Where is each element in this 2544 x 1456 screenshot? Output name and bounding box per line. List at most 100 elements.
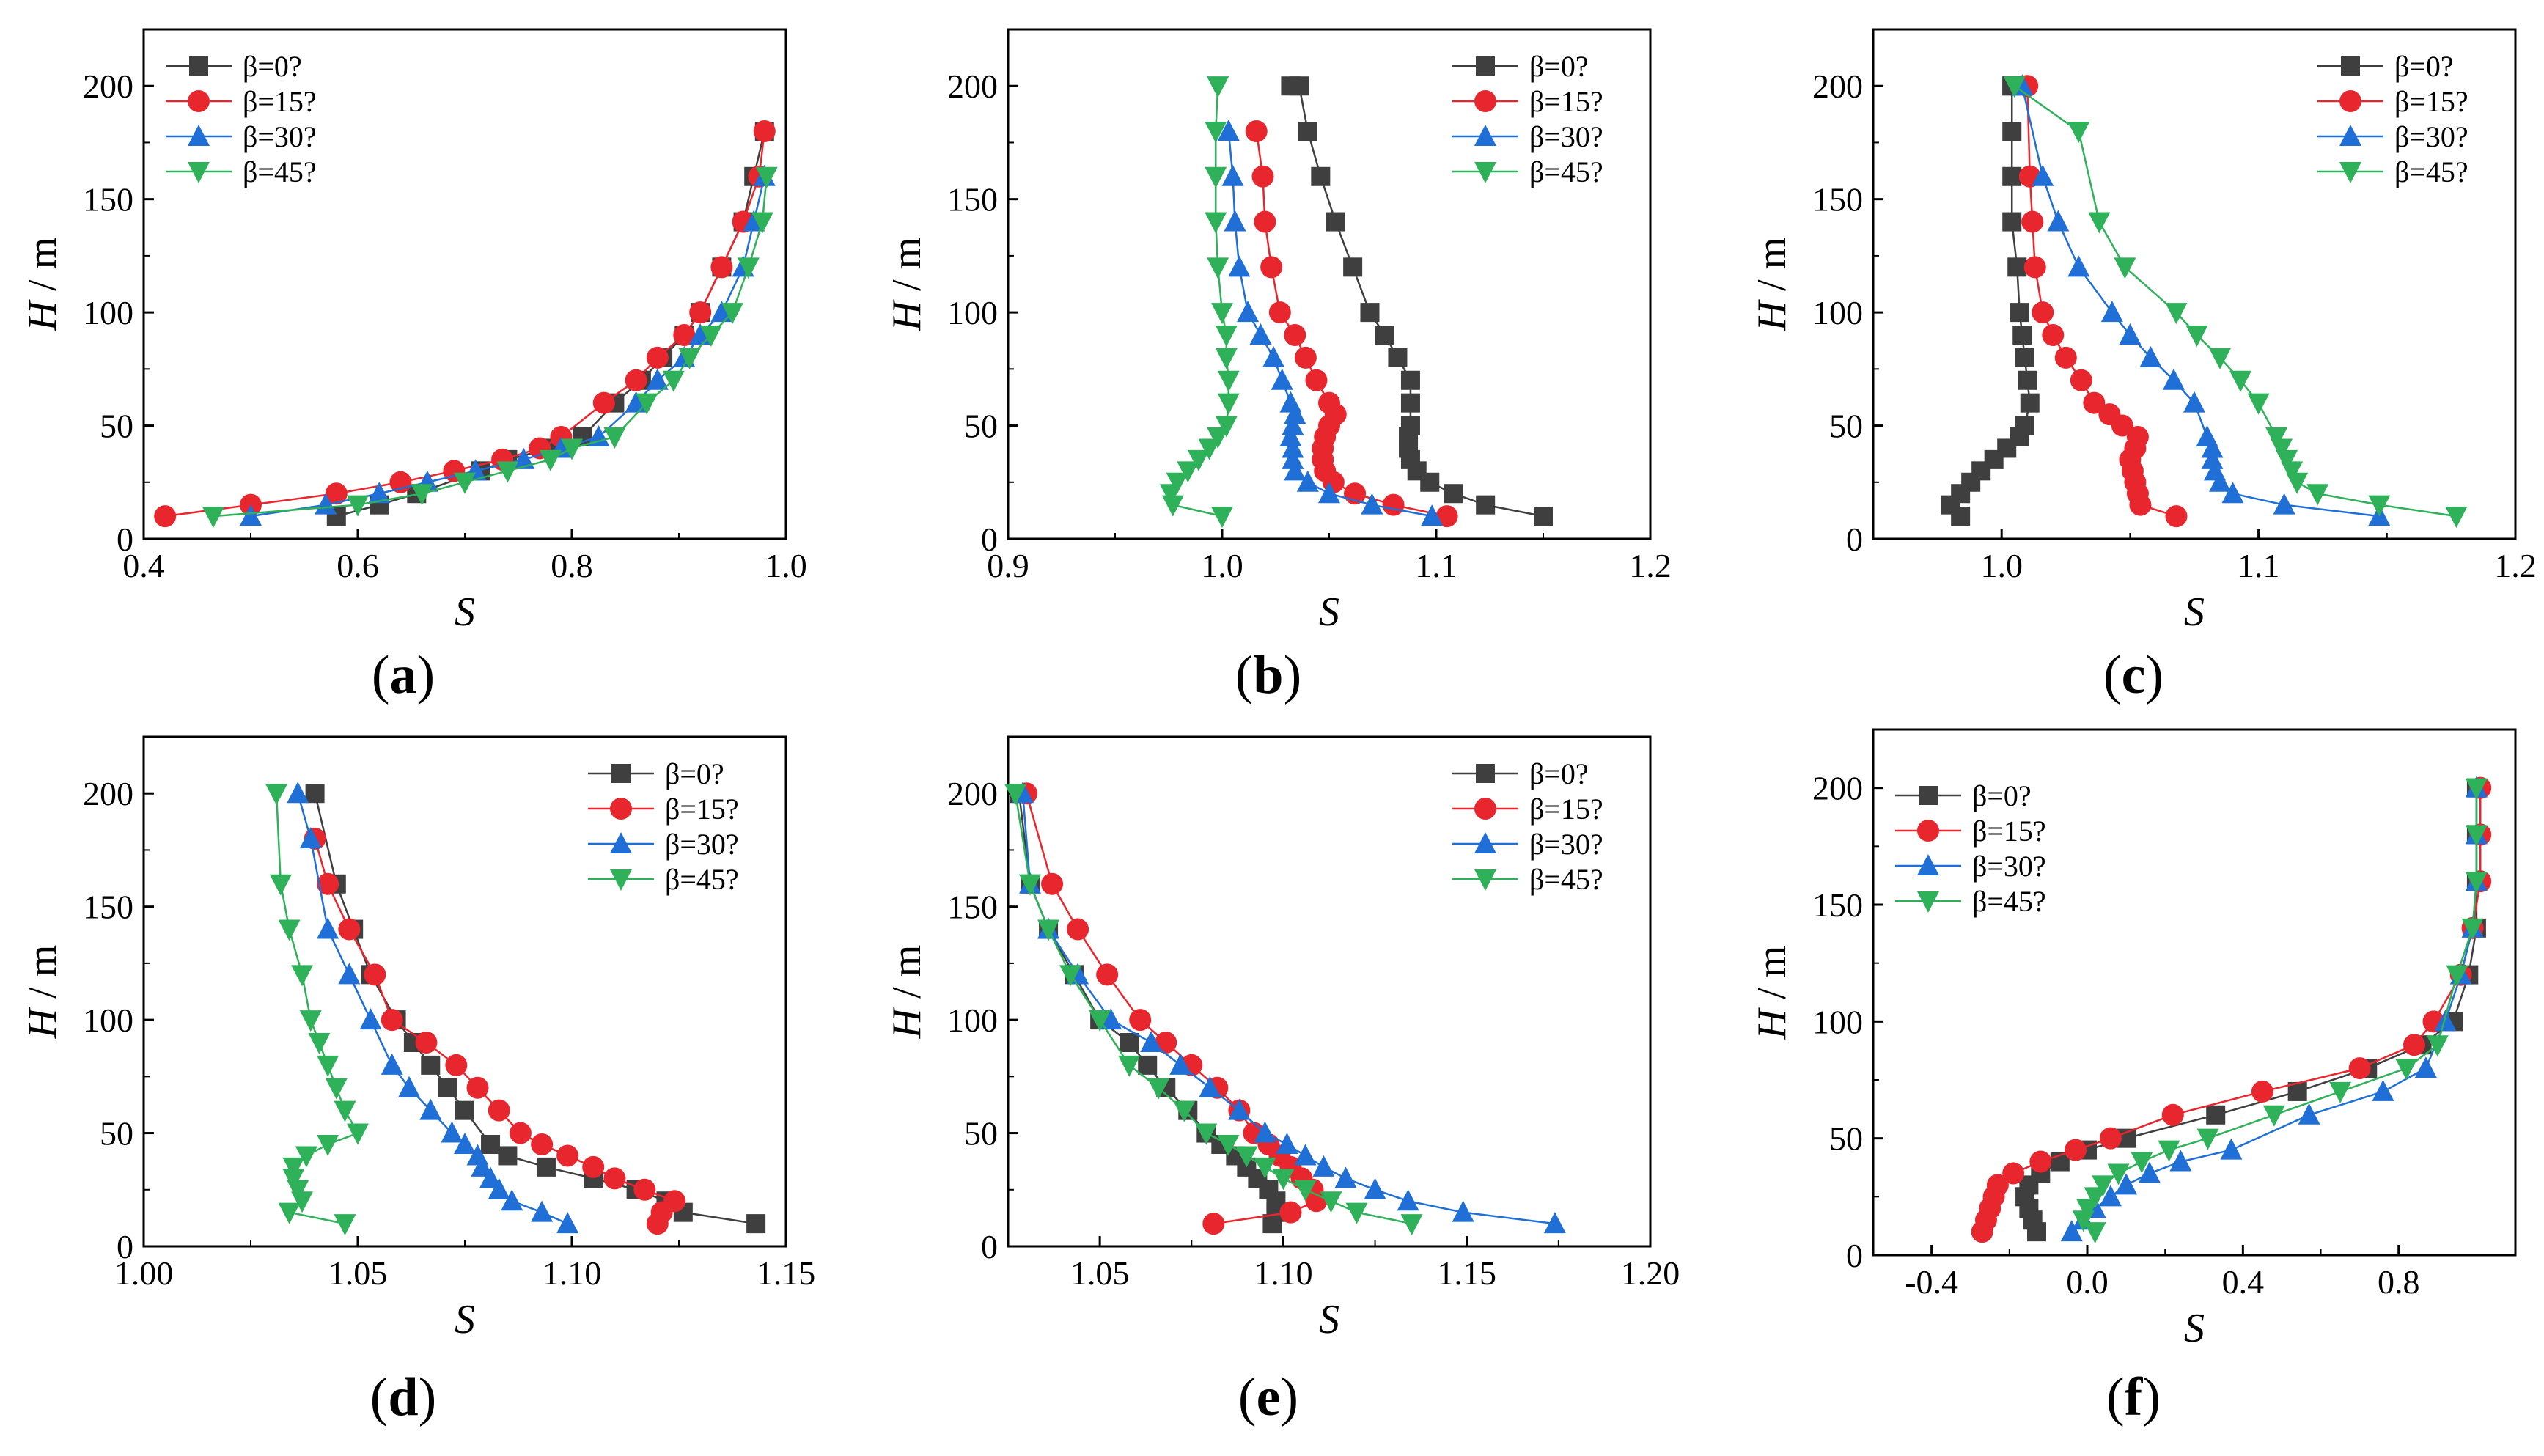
y-axis-variable: H	[20, 299, 65, 331]
data-point-b30	[419, 1098, 442, 1120]
data-point-b30	[2169, 1150, 2192, 1172]
data-point-b30	[2115, 1173, 2138, 1195]
data-point-b30	[1282, 413, 1304, 435]
data-point-b45	[2084, 1187, 2106, 1209]
legend-label: β=30?	[1529, 120, 1603, 153]
data-point-b15	[689, 301, 712, 324]
data-point-b30	[2162, 368, 2185, 390]
data-point-b45	[496, 461, 519, 483]
data-point-b45	[1089, 1010, 1111, 1032]
data-point-b45	[2247, 393, 2270, 415]
legend-label: β=30?	[665, 828, 739, 861]
data-point-b0	[1400, 416, 1420, 435]
data-point-b45	[2426, 1035, 2449, 1057]
data-point-b30	[556, 1212, 579, 1234]
data-point-b45	[2131, 1152, 2153, 1174]
chart-panel-f: -0.4 0.0 0.4 0.8 0 50 100 150 200 S H / m β=0?β=15?…	[1749, 728, 2517, 1427]
data-point-b30	[1262, 345, 1285, 367]
panel-label: (d)	[370, 1367, 436, 1427]
data-point-b45	[2329, 1081, 2352, 1103]
panel-letter: e	[1257, 1367, 1281, 1427]
y-axis-label: H / m	[20, 238, 65, 332]
data-point-b15	[2042, 324, 2065, 346]
y-axis-unit: / m	[1749, 238, 1795, 301]
data-point-b0	[1388, 348, 1408, 367]
y-tick-label: 50	[1829, 1120, 1863, 1158]
data-point-b45	[2196, 1128, 2219, 1150]
data-point-b30	[2414, 1056, 2437, 1078]
data-point-b15	[317, 872, 339, 895]
x-tick-label: 0.6	[337, 547, 379, 584]
data-point-b15	[154, 505, 177, 528]
data-point-b45	[2465, 872, 2488, 894]
panel-label: (f)	[2106, 1367, 2161, 1427]
legend-marker-b15	[2339, 90, 2361, 112]
data-point-b0	[2002, 166, 2022, 186]
data-point-b0	[1281, 76, 1301, 96]
data-point-b0	[1343, 257, 1363, 277]
data-point-b15	[1279, 1201, 1302, 1224]
plot-frame	[142, 28, 787, 540]
data-point-b30	[2060, 1220, 2083, 1242]
data-point-b45	[1161, 495, 1184, 517]
y-axis-variable: H	[1749, 1007, 1795, 1040]
legend-label: β=45?	[1529, 155, 1603, 188]
data-point-b15	[710, 256, 733, 279]
legend-label: β=45?	[2394, 155, 2468, 188]
data-point-b30	[2099, 1185, 2122, 1207]
data-point-b30	[471, 1155, 493, 1177]
data-point-b30	[2119, 323, 2142, 345]
data-point-b45	[1037, 919, 1060, 941]
panel-label: (e)	[1238, 1367, 1298, 1427]
data-point-b45	[308, 1033, 331, 1054]
data-point-b15	[556, 1144, 579, 1167]
data-point-b15	[488, 1099, 510, 1122]
data-point-b15	[2348, 1057, 2371, 1080]
series-line-b30	[297, 793, 568, 1225]
y-tick-label: 0	[117, 1228, 133, 1265]
data-point-b45	[2107, 1163, 2130, 1185]
y-tick-label: 200	[1812, 770, 1863, 807]
data-point-b45	[1198, 438, 1221, 460]
series-line-b30	[2070, 787, 2478, 1233]
data-point-b30	[1140, 1031, 1163, 1052]
data-point-b45	[2114, 257, 2136, 279]
series-line-b45	[213, 176, 768, 518]
legend-marker-b45	[610, 869, 632, 891]
data-point-b0	[746, 1214, 766, 1234]
data-point-b45	[1059, 965, 1082, 987]
data-point-b45	[334, 1100, 356, 1122]
data-point-b45	[1166, 472, 1188, 494]
data-point-b30	[1361, 493, 1383, 515]
legend-marker-b15	[1917, 820, 1939, 842]
data-point-b30	[1271, 368, 1293, 390]
data-point-b30	[315, 493, 337, 515]
y-tick-label: 150	[1812, 181, 1863, 218]
legend-marker-b0	[1476, 764, 1495, 783]
data-point-b30	[338, 963, 361, 985]
data-point-b45	[737, 257, 760, 279]
data-point-b15	[415, 1032, 438, 1054]
data-point-b15	[753, 120, 776, 142]
y-axis-label: H / m	[1749, 946, 1795, 1040]
data-point-b30	[646, 368, 669, 390]
data-point-b15	[1260, 256, 1283, 279]
data-point-b15	[1067, 918, 1089, 941]
data-point-b45	[1345, 1202, 1368, 1224]
data-point-b0	[1476, 495, 1496, 515]
series-line-b30	[250, 176, 766, 518]
data-point-b45	[1272, 1169, 1295, 1191]
data-point-b30	[299, 827, 322, 848]
data-point-b15	[1305, 369, 1328, 391]
y-tick-label: 150	[83, 889, 133, 926]
legend-label: β=45?	[1529, 863, 1603, 896]
data-point-b0	[455, 1100, 474, 1120]
data-point-b15	[673, 324, 696, 346]
data-point-b15	[2021, 210, 2044, 233]
data-point-b15	[1096, 963, 1119, 986]
legend-label: β=0?	[1529, 757, 1589, 790]
data-point-b45	[1205, 122, 1227, 143]
legend-marker-b30	[1474, 125, 1496, 146]
data-point-b45	[1147, 1078, 1170, 1100]
